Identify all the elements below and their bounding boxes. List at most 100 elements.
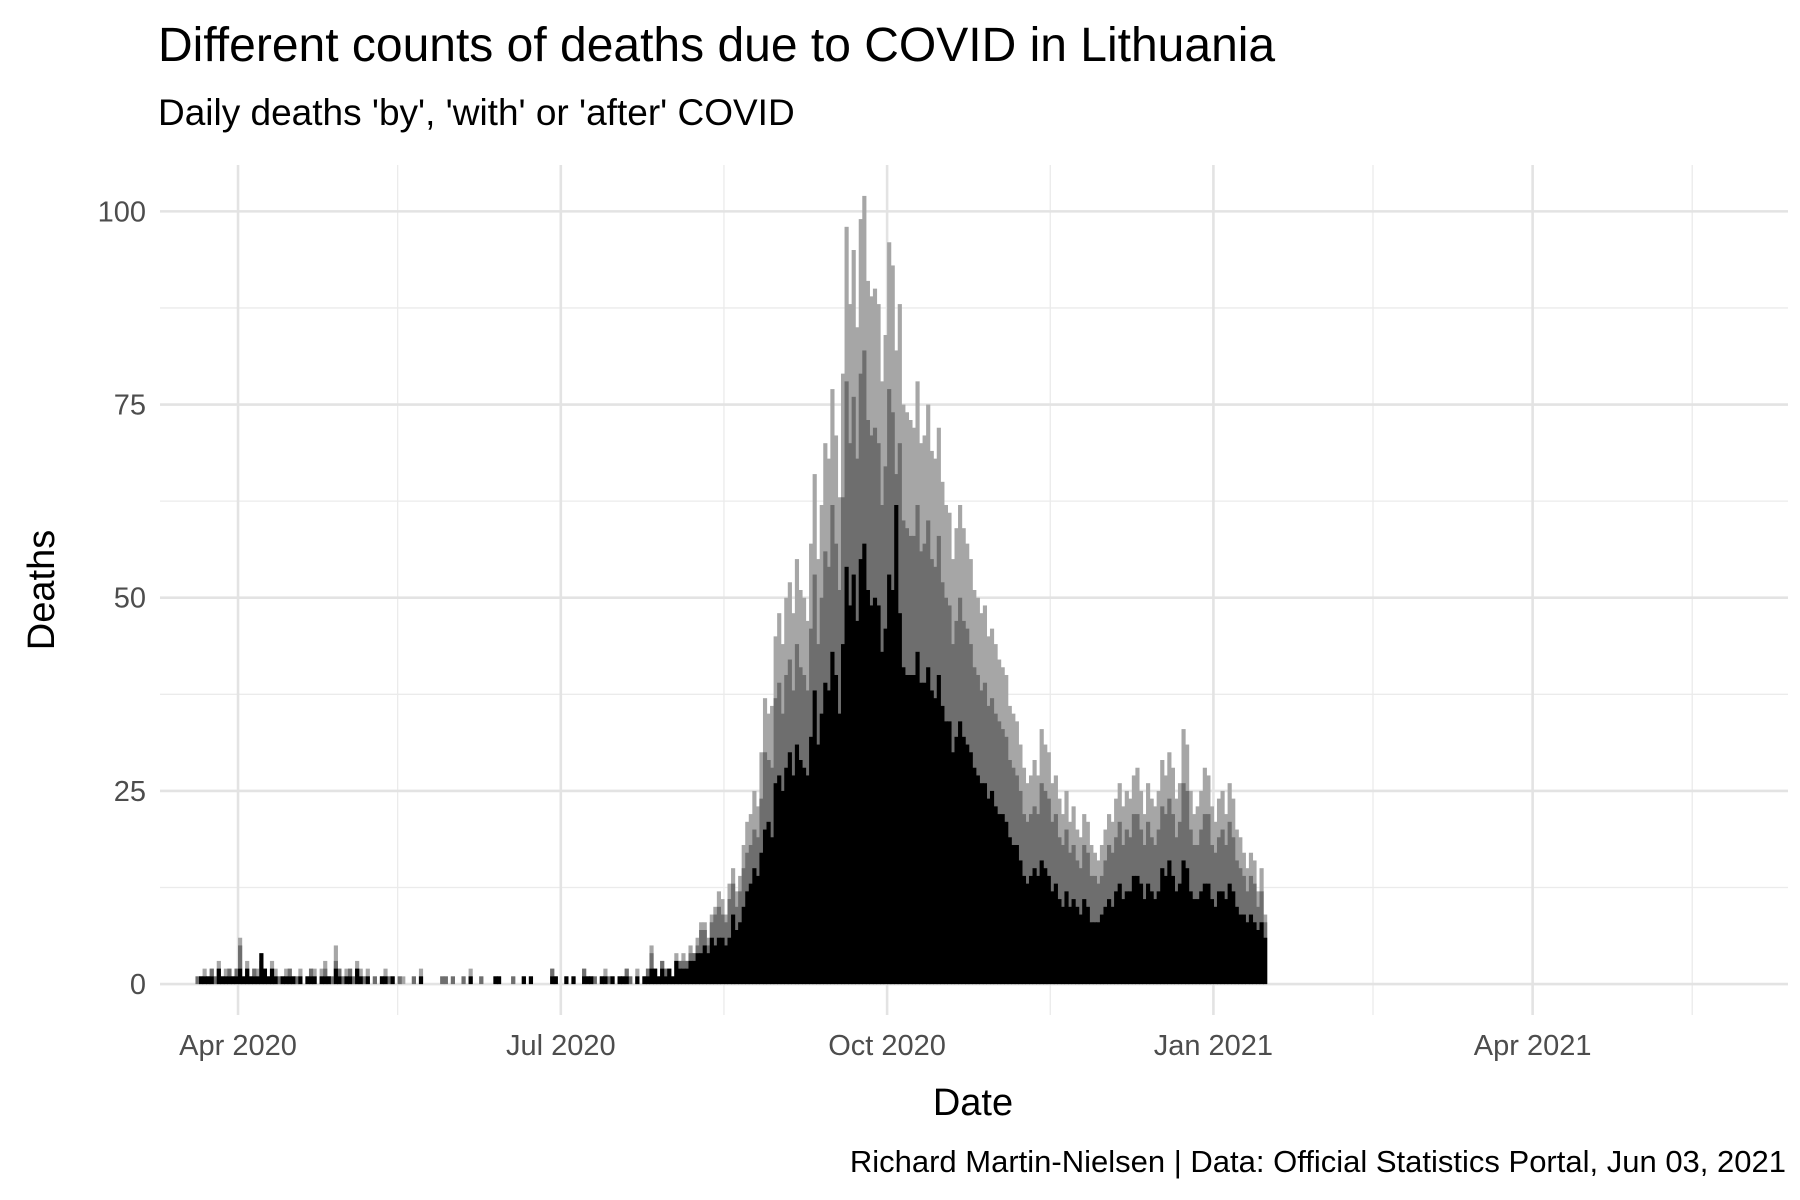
bar xyxy=(1114,891,1119,985)
bar xyxy=(904,675,909,985)
y-axis-ticks: 0 25 50 75 100 xyxy=(98,196,146,1001)
bar xyxy=(358,976,363,985)
bar xyxy=(589,976,594,985)
bar xyxy=(947,721,952,985)
y-tick-label: 75 xyxy=(114,390,146,422)
x-axis-title: Date xyxy=(933,1082,1013,1124)
bar xyxy=(1170,875,1175,985)
bar xyxy=(1188,891,1193,985)
bar xyxy=(564,976,569,985)
bar xyxy=(773,783,778,985)
bar xyxy=(716,937,721,985)
bar xyxy=(248,976,253,985)
bar xyxy=(982,783,988,985)
bar xyxy=(883,628,888,985)
bar xyxy=(642,976,647,985)
bar xyxy=(220,976,225,985)
bar xyxy=(1004,821,1009,985)
bar xyxy=(216,968,221,985)
bar xyxy=(1174,891,1179,985)
bar xyxy=(656,976,661,985)
bar xyxy=(1241,914,1246,985)
bar xyxy=(681,968,686,985)
bar xyxy=(684,968,690,985)
bar xyxy=(1135,875,1140,985)
bar xyxy=(731,914,736,985)
bar xyxy=(972,767,977,985)
bar xyxy=(273,976,278,985)
bar xyxy=(1064,891,1069,985)
bar xyxy=(734,930,739,985)
bar xyxy=(1050,891,1055,985)
bar xyxy=(745,891,750,985)
y-axis-title: Deaths xyxy=(21,530,63,650)
bar xyxy=(493,976,498,985)
bar xyxy=(762,829,768,985)
bar xyxy=(255,976,260,985)
bar xyxy=(337,976,342,985)
bar xyxy=(801,767,807,985)
bar xyxy=(922,682,927,985)
bar xyxy=(848,605,853,985)
bar xyxy=(894,505,899,985)
bar xyxy=(833,675,839,985)
bar xyxy=(649,968,654,985)
bars xyxy=(195,195,1268,985)
bar xyxy=(1007,837,1012,985)
bar xyxy=(929,690,934,985)
bar xyxy=(383,976,388,985)
bar xyxy=(844,566,849,985)
bar xyxy=(230,976,236,985)
bar xyxy=(355,968,360,985)
x-tick-label: Jul 2020 xyxy=(506,1030,616,1062)
bar xyxy=(1259,922,1264,985)
bar xyxy=(897,613,902,985)
bar xyxy=(624,976,629,985)
bar xyxy=(372,976,377,985)
bar xyxy=(720,937,725,985)
bar xyxy=(269,968,275,985)
bar xyxy=(1263,937,1268,985)
bar xyxy=(702,945,707,985)
bar xyxy=(387,976,392,985)
x-tick-label: Apr 2020 xyxy=(179,1030,297,1062)
bar xyxy=(610,976,615,985)
bar xyxy=(670,976,675,985)
bar xyxy=(1099,914,1105,985)
bar xyxy=(755,875,761,985)
bar xyxy=(1092,922,1097,985)
bar xyxy=(975,775,980,985)
bar xyxy=(876,605,881,985)
bar xyxy=(1255,930,1261,985)
bar xyxy=(1121,899,1126,985)
bar xyxy=(305,976,310,985)
bar xyxy=(915,651,920,985)
bar xyxy=(308,976,314,985)
bar xyxy=(401,976,406,985)
bar xyxy=(862,543,867,985)
bar xyxy=(280,976,285,985)
y-tick-label: 50 xyxy=(114,583,146,615)
bar xyxy=(1245,922,1250,985)
bar xyxy=(1213,906,1218,985)
y-tick-label: 100 xyxy=(98,196,146,228)
bar xyxy=(809,736,814,985)
bar xyxy=(958,721,963,985)
bar xyxy=(277,976,282,985)
bar xyxy=(979,783,984,985)
bar xyxy=(344,976,349,985)
bar xyxy=(291,976,296,985)
bar xyxy=(667,968,672,985)
bar xyxy=(262,968,268,985)
bar xyxy=(206,976,211,985)
bar xyxy=(872,597,878,985)
bar xyxy=(333,968,338,985)
bar xyxy=(911,675,917,985)
bar xyxy=(933,698,938,985)
bar xyxy=(397,976,402,985)
bar xyxy=(1085,906,1090,985)
bar xyxy=(298,976,303,985)
bar xyxy=(826,690,831,985)
bar xyxy=(989,790,995,985)
bar xyxy=(571,976,576,985)
